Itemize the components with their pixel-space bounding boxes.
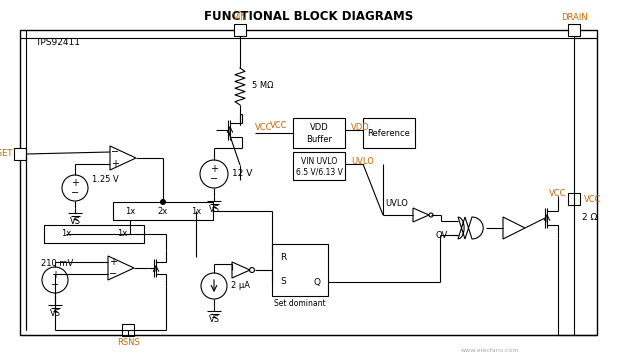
Text: 2 μA: 2 μA	[231, 281, 250, 290]
Text: Buffer: Buffer	[306, 135, 332, 143]
Text: 1x: 1x	[61, 229, 71, 238]
Bar	[113, 202, 213, 220]
Text: −: −	[109, 269, 117, 279]
Text: 6.5 V/6.13 V: 6.5 V/6.13 V	[295, 167, 342, 177]
Text: VCC: VCC	[270, 122, 287, 131]
Polygon shape	[108, 256, 134, 280]
Text: 1x: 1x	[125, 206, 135, 215]
Bar	[20, 30, 597, 335]
Bar	[293, 152, 345, 180]
Text: R: R	[280, 253, 286, 261]
Text: UVLO: UVLO	[385, 198, 408, 207]
Text: OV: OV	[436, 230, 448, 240]
Text: +: +	[51, 270, 59, 280]
Text: +: +	[109, 257, 117, 267]
Bar	[234, 24, 246, 36]
Text: VDD: VDD	[310, 123, 328, 132]
Text: Set dominant: Set dominant	[274, 300, 326, 309]
Circle shape	[160, 199, 166, 205]
Text: +: +	[111, 159, 119, 169]
Text: VS: VS	[208, 206, 219, 214]
Text: 1x: 1x	[191, 206, 201, 215]
Text: TPS92411: TPS92411	[35, 38, 80, 47]
Text: 1.25 V: 1.25 V	[92, 175, 119, 185]
Text: Reference: Reference	[368, 128, 410, 138]
Text: +: +	[210, 164, 218, 174]
Bar	[568, 193, 580, 205]
Bar	[363, 118, 415, 148]
Text: S: S	[280, 277, 286, 286]
Text: www.elecfans.com: www.elecfans.com	[461, 348, 519, 352]
Text: −: −	[51, 280, 59, 290]
Text: Q: Q	[314, 277, 321, 286]
Polygon shape	[232, 262, 250, 278]
Text: 2x: 2x	[158, 206, 168, 215]
Text: UVLO: UVLO	[351, 158, 374, 166]
Text: VS: VS	[69, 218, 80, 226]
Text: DRAIN: DRAIN	[561, 13, 587, 22]
Text: FUNCTIONAL BLOCK DIAGRAMS: FUNCTIONAL BLOCK DIAGRAMS	[205, 10, 413, 23]
Bar	[44, 225, 144, 243]
Text: 1x: 1x	[117, 229, 127, 238]
Text: −: −	[71, 188, 79, 198]
Bar	[568, 24, 580, 36]
Bar	[272, 244, 328, 296]
Text: VS: VS	[208, 316, 219, 324]
Text: VCC: VCC	[584, 194, 601, 203]
Polygon shape	[503, 217, 525, 239]
Text: VS: VS	[49, 309, 61, 318]
Text: 5 MΩ: 5 MΩ	[252, 82, 274, 91]
Text: VIN UVLO: VIN UVLO	[301, 157, 337, 166]
Polygon shape	[110, 146, 136, 170]
Text: VDD: VDD	[351, 123, 370, 132]
Text: 210 mV: 210 mV	[41, 260, 74, 269]
Bar	[122, 324, 134, 336]
Text: 12 V: 12 V	[232, 170, 252, 178]
Text: 2 Ω: 2 Ω	[582, 214, 597, 222]
Text: RSNS: RSNS	[117, 338, 140, 347]
Text: VCC: VCC	[549, 190, 567, 198]
Bar	[293, 118, 345, 148]
Text: −: −	[210, 174, 218, 184]
Text: VIN: VIN	[233, 13, 247, 22]
Polygon shape	[458, 217, 483, 239]
Text: VCC: VCC	[255, 123, 273, 132]
Bar	[14, 148, 26, 160]
Text: −: −	[111, 147, 119, 157]
Polygon shape	[413, 208, 429, 222]
Text: +: +	[71, 178, 79, 188]
Text: RSET: RSET	[0, 150, 12, 158]
